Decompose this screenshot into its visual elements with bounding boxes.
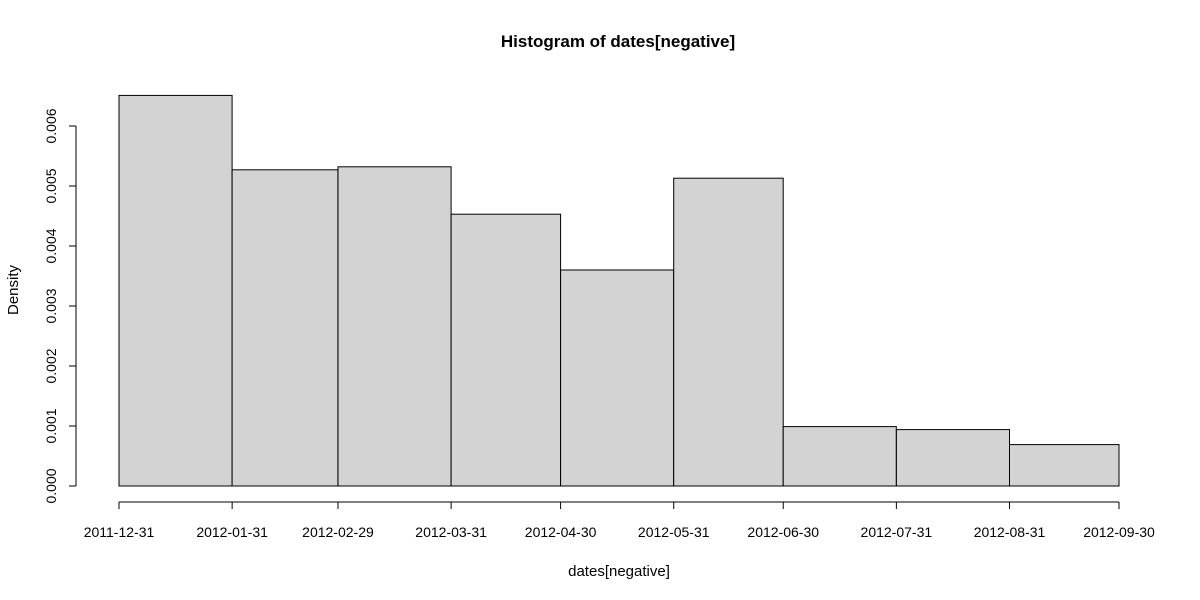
y-tick-label: 0.005 [43, 168, 59, 203]
histogram-bar [450, 213, 562, 487]
x-tick-label: 2011-12-31 [84, 524, 155, 540]
histogram-bar [231, 169, 339, 487]
histogram-bar [895, 429, 1011, 487]
histogram-bar [673, 177, 784, 487]
histogram-bar [560, 269, 675, 487]
x-tick-label: 2012-01-31 [196, 524, 268, 540]
y-tick-label: 0.000 [43, 468, 59, 503]
x-tick-label: 2012-02-29 [302, 524, 374, 540]
y-tick-label: 0.004 [43, 228, 59, 263]
y-tick-label: 0.006 [43, 108, 59, 143]
bars-group [118, 94, 1120, 487]
x-tick-label: 2012-07-31 [861, 524, 933, 540]
x-tick-label: 2012-09-30 [1083, 524, 1155, 540]
y-tick-label: 0.002 [43, 348, 59, 383]
x-tick-label: 2012-06-30 [747, 524, 819, 540]
y-axis-label: Density [5, 264, 22, 315]
x-axis-label: dates[negative] [568, 563, 670, 580]
y-axis-ticks: 0.000 0.001 0.002 0.003 0.004 0.005 0.006 [43, 108, 76, 504]
x-axis-ticks: 2011-12-31 2012-01-31 2012-02-29 2012-03-31… [84, 502, 1155, 540]
histogram-bar [118, 94, 233, 487]
y-tick-label: 0.003 [43, 288, 59, 323]
chart-title: Histogram of dates[negative] [501, 32, 735, 51]
histogram-bar [1009, 444, 1120, 487]
y-tick-label: 0.001 [43, 408, 59, 443]
x-tick-label: 2012-08-31 [974, 524, 1046, 540]
histogram-bar [337, 166, 452, 487]
x-tick-label: 2012-03-31 [415, 524, 487, 540]
x-tick-label: 2012-04-30 [525, 524, 597, 540]
x-tick-label: 2012-05-31 [638, 524, 710, 540]
histogram-bar [782, 426, 897, 487]
